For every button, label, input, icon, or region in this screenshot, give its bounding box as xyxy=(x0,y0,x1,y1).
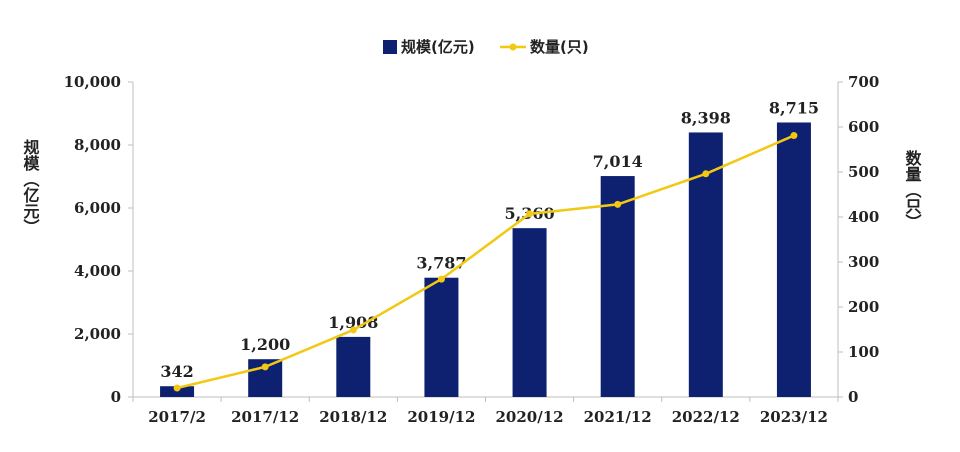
bar xyxy=(600,176,635,397)
y-left-tick-label: 6,000 xyxy=(74,199,121,217)
bar-data-label: 8,398 xyxy=(681,108,731,127)
bar xyxy=(512,228,547,397)
x-tick-label: 2021/12 xyxy=(584,408,652,426)
count-point xyxy=(173,384,181,392)
axis-titles: 规模（亿元） 数量（只） xyxy=(21,139,922,235)
x-tick-label: 2023/12 xyxy=(760,408,828,426)
y-left-axis-title: 规模（亿元） xyxy=(21,139,40,235)
bar xyxy=(160,386,195,397)
bar xyxy=(336,336,371,397)
legend-label-line: 数量(只) xyxy=(530,38,589,56)
y-right-axis-title: 数量（只） xyxy=(903,149,922,230)
y-left-tick-label: 8,000 xyxy=(74,136,121,154)
y-right-tick-label: 500 xyxy=(848,163,879,181)
y-right-tick-label: 700 xyxy=(848,73,879,91)
y-left-tick-label: 2,000 xyxy=(74,325,121,343)
y-right-tick-label: 100 xyxy=(848,343,879,361)
bar-data-label: 7,014 xyxy=(593,152,643,171)
count-point xyxy=(790,132,798,140)
bar xyxy=(776,122,811,397)
count-point xyxy=(349,326,357,334)
y-left-tick-label: 10,000 xyxy=(64,73,121,91)
y-right-tick-label: 300 xyxy=(848,253,879,271)
count-point xyxy=(614,200,622,208)
legend: 规模(亿元) 数量(只) xyxy=(383,38,589,56)
bar-data-label: 1,200 xyxy=(240,335,290,354)
plot-area: 0 2,000 4,000 6,000 8,000 10,000 0 100 200 300 400… xyxy=(64,73,880,426)
y-right-tick-label: 200 xyxy=(848,298,879,316)
legend-swatch-marker xyxy=(509,43,517,51)
count-point xyxy=(261,363,269,371)
y-right-tick-label: 400 xyxy=(848,208,879,226)
x-tick-label: 2017/2 xyxy=(148,408,206,426)
bar-data-label: 1,908 xyxy=(328,313,378,332)
x-tick-label: 2018/12 xyxy=(319,408,387,426)
bar xyxy=(424,277,459,397)
y-right-tick-label: 600 xyxy=(848,118,879,136)
x-tick-label: 2022/12 xyxy=(672,408,740,426)
y-right-tick-label: 0 xyxy=(848,388,858,406)
count-point xyxy=(526,210,534,218)
bar-data-label: 8,715 xyxy=(769,98,819,117)
x-tick-label: 2017/12 xyxy=(231,408,299,426)
x-tick-label: 2019/12 xyxy=(407,408,475,426)
legend-label-bar: 规模(亿元) xyxy=(401,38,475,56)
count-point xyxy=(437,275,445,283)
y-left-tick-label: 4,000 xyxy=(74,262,121,280)
y-left-tick-label: 0 xyxy=(111,388,121,406)
count-point xyxy=(702,170,710,178)
x-tick-label: 2020/12 xyxy=(496,408,564,426)
count-line xyxy=(176,134,795,390)
bar-data-label: 3,787 xyxy=(416,254,466,273)
bar-data-label: 342 xyxy=(160,362,193,381)
legend-swatch-bar xyxy=(383,40,397,54)
